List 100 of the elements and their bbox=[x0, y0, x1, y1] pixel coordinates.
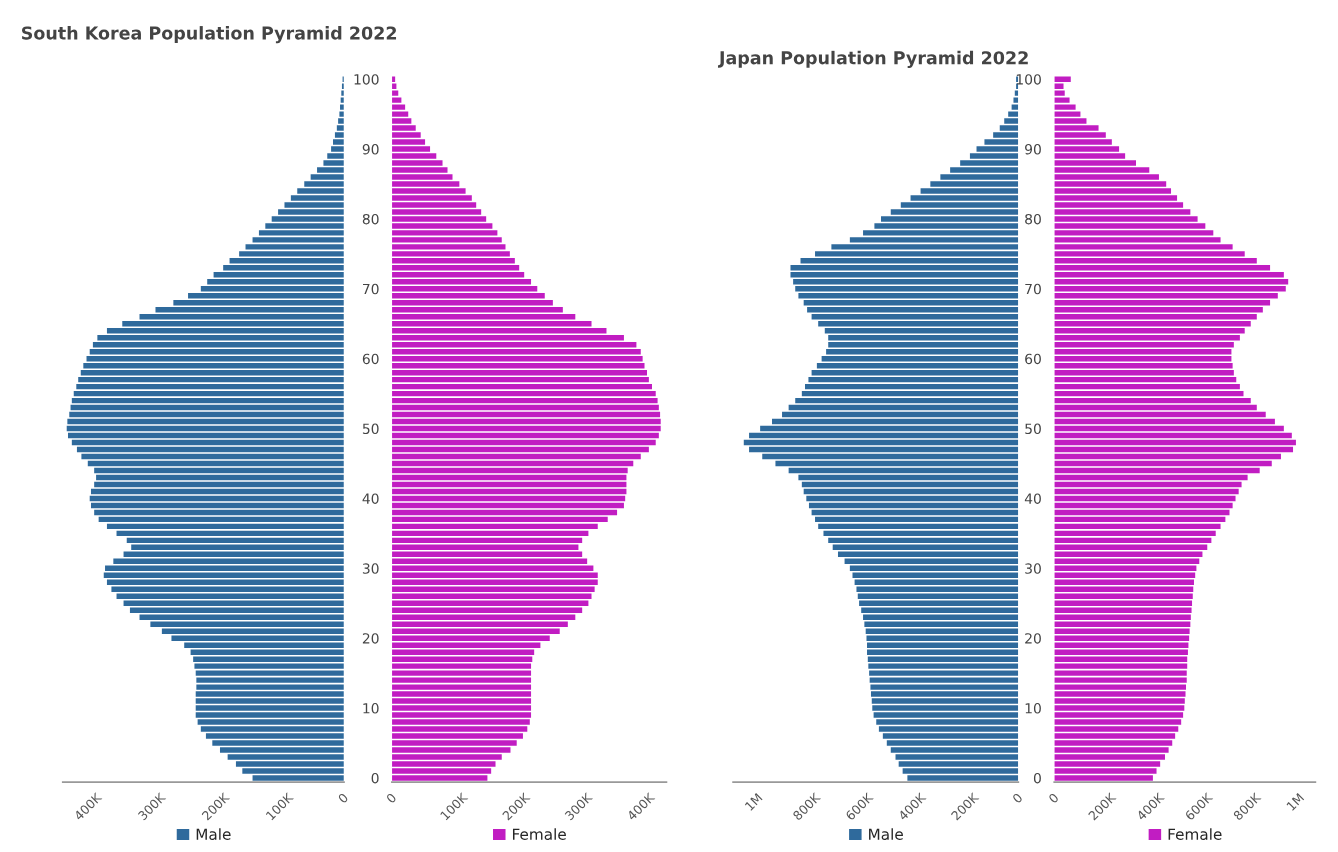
bar bbox=[392, 544, 579, 551]
bar bbox=[790, 265, 1019, 271]
bar bbox=[76, 383, 344, 390]
bar bbox=[873, 712, 1019, 718]
bar bbox=[392, 460, 634, 467]
bar bbox=[392, 698, 532, 704]
bar bbox=[392, 286, 538, 292]
chart-title: Japan Population Pyramid 2022 bbox=[717, 50, 1028, 68]
bar bbox=[823, 530, 1019, 537]
bar bbox=[392, 411, 661, 418]
bar bbox=[392, 139, 426, 145]
bar bbox=[392, 195, 472, 201]
bar bbox=[1054, 600, 1193, 606]
bar bbox=[849, 565, 1019, 572]
bar bbox=[902, 768, 1019, 774]
bar bbox=[1054, 628, 1190, 634]
bar bbox=[811, 509, 1019, 516]
bar bbox=[392, 425, 661, 432]
bar bbox=[1054, 523, 1221, 530]
bar bbox=[837, 551, 1019, 558]
bar bbox=[392, 237, 502, 243]
bar bbox=[795, 397, 1019, 404]
bar bbox=[392, 600, 589, 606]
bar bbox=[1054, 684, 1187, 690]
bar bbox=[304, 181, 344, 187]
bar bbox=[1054, 572, 1196, 579]
bar bbox=[392, 579, 598, 586]
bar bbox=[392, 446, 649, 453]
bar bbox=[1054, 775, 1153, 781]
bar bbox=[392, 341, 637, 348]
bar bbox=[78, 376, 344, 383]
bar bbox=[1013, 97, 1019, 103]
bar bbox=[808, 376, 1019, 383]
bar bbox=[868, 663, 1019, 669]
bar bbox=[1054, 495, 1236, 502]
bar bbox=[1054, 530, 1216, 537]
bar bbox=[852, 572, 1019, 579]
bar bbox=[392, 418, 661, 425]
bar bbox=[71, 439, 344, 446]
bar bbox=[749, 432, 1019, 439]
bar bbox=[392, 251, 510, 257]
bar bbox=[859, 600, 1019, 606]
bar bbox=[80, 369, 344, 376]
bar bbox=[392, 488, 627, 495]
bar bbox=[1054, 621, 1191, 627]
bar bbox=[881, 216, 1019, 222]
bar bbox=[113, 558, 344, 565]
bar bbox=[805, 383, 1019, 390]
bar bbox=[258, 230, 344, 236]
bar bbox=[1054, 293, 1278, 299]
bar bbox=[392, 293, 545, 299]
bar bbox=[392, 265, 520, 271]
bar bbox=[66, 425, 344, 432]
bar bbox=[392, 125, 416, 131]
bar bbox=[392, 202, 477, 208]
bar bbox=[235, 761, 344, 767]
bar bbox=[392, 474, 627, 481]
bar bbox=[895, 754, 1019, 760]
bar bbox=[1054, 656, 1188, 662]
bar bbox=[323, 160, 344, 166]
bar bbox=[94, 481, 344, 488]
bar bbox=[98, 516, 344, 523]
bar bbox=[73, 390, 344, 397]
bar bbox=[818, 523, 1019, 530]
bar bbox=[857, 593, 1019, 599]
bar bbox=[219, 747, 344, 753]
bar bbox=[92, 341, 344, 348]
bar bbox=[854, 579, 1019, 586]
bar bbox=[242, 768, 344, 774]
bar bbox=[1054, 209, 1191, 215]
bar bbox=[392, 272, 525, 278]
bar bbox=[392, 146, 431, 152]
bar bbox=[803, 488, 1019, 495]
bar bbox=[1054, 712, 1184, 718]
bar bbox=[193, 656, 344, 662]
bar bbox=[392, 160, 443, 166]
bar bbox=[392, 593, 592, 599]
bar bbox=[870, 684, 1019, 690]
bar bbox=[1004, 118, 1019, 124]
bar bbox=[392, 670, 532, 676]
bar bbox=[1054, 104, 1076, 110]
bar bbox=[392, 677, 532, 683]
bar bbox=[333, 139, 344, 145]
bar bbox=[271, 216, 344, 222]
bar bbox=[1054, 705, 1185, 711]
bar bbox=[392, 607, 583, 613]
bar bbox=[392, 174, 453, 180]
bar bbox=[197, 719, 344, 725]
bar bbox=[392, 663, 532, 669]
bar bbox=[212, 740, 344, 746]
bar bbox=[89, 348, 344, 355]
bar bbox=[803, 300, 1019, 306]
bar bbox=[876, 719, 1019, 725]
bar bbox=[999, 125, 1019, 131]
bar bbox=[392, 397, 658, 404]
bar bbox=[1054, 607, 1192, 613]
bar bbox=[392, 432, 659, 439]
bar bbox=[1054, 383, 1240, 390]
bar bbox=[392, 369, 647, 376]
bar bbox=[392, 467, 628, 474]
